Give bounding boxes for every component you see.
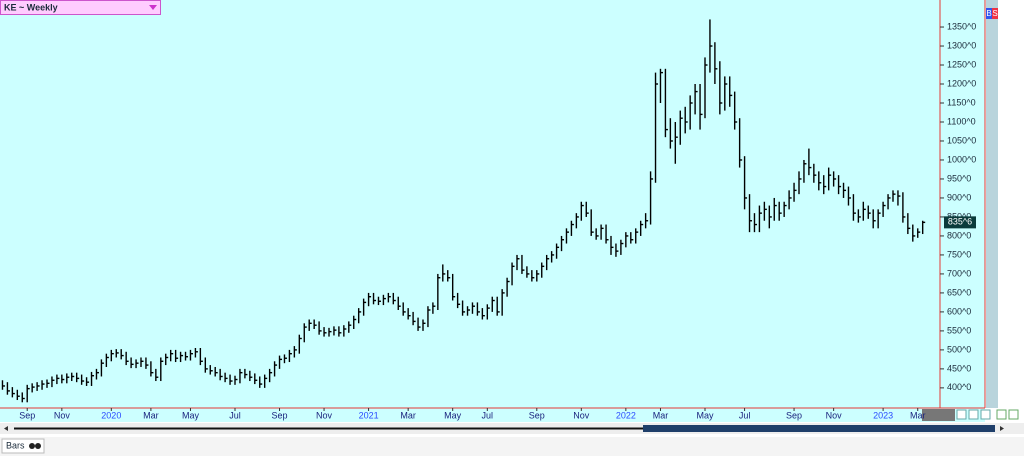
x-tick-label: Sep (786, 410, 802, 420)
x-tick-label: Nov (573, 410, 590, 420)
y-tick-label: 1050^0 (947, 135, 976, 145)
y-tick-label: 950^0 (947, 173, 971, 183)
y-tick-label: 1350^0 (947, 21, 976, 31)
x-tick-label: 2021 (359, 410, 379, 420)
tool-button[interactable] (956, 409, 967, 420)
buy-button[interactable] (986, 8, 992, 19)
plot-bg (0, 0, 985, 422)
scroll-thumb[interactable] (643, 425, 995, 432)
side-strip (986, 0, 998, 408)
last-price-label: 835^6 (948, 217, 972, 227)
y-tick-label: 1000^0 (947, 154, 976, 164)
y-tick-label: 450^0 (947, 363, 971, 373)
buy-label: B (986, 9, 991, 18)
sell-label: S (992, 9, 997, 18)
x-tick-label: Mar (910, 410, 926, 420)
chart-title: KE ~ Weekly (4, 2, 58, 12)
dropdown-arrow[interactable] (149, 5, 157, 10)
y-tick-label: 650^0 (947, 287, 971, 297)
tab-bar (0, 437, 1024, 456)
x-tick-label: Sep (272, 410, 288, 420)
tab-label: Bars (6, 440, 25, 450)
y-tick-label: 750^0 (947, 249, 971, 259)
toolbar (956, 409, 1019, 420)
y-tick-label: 1300^0 (947, 40, 976, 50)
y-tick-label: 1250^0 (947, 59, 976, 69)
x-tick-label: Sep (19, 410, 35, 420)
x-tick-label: Mar (400, 410, 416, 420)
x-tick-label: 2022 (616, 410, 636, 420)
y-tick-label: 550^0 (947, 325, 971, 335)
tool-button[interactable] (968, 409, 979, 420)
x-tick-label: Mar (653, 410, 669, 420)
last-price-box (944, 216, 976, 229)
y-tick-label: 850^0 (947, 211, 971, 221)
x-tick-label: Jul (482, 410, 494, 420)
tab-icon (29, 443, 35, 449)
x-tick-label: Jul (739, 410, 751, 420)
y-tick-label: 800^0 (947, 230, 971, 240)
x-tick-label: Nov (316, 410, 333, 420)
corner-box (922, 409, 955, 421)
tool-button[interactable] (1008, 409, 1019, 420)
x-tick-label: May (444, 410, 462, 420)
tool-button[interactable] (980, 409, 991, 420)
scroll-right[interactable] (1000, 426, 1004, 431)
x-tick-label: May (182, 410, 200, 420)
x-tick-label: Mar (143, 410, 159, 420)
y-tick-label: 1150^0 (947, 97, 976, 107)
y-tick-label: 1200^0 (947, 78, 976, 88)
sell-button[interactable] (992, 8, 998, 19)
scroll-left[interactable] (4, 426, 8, 431)
y-tick-label: 500^0 (947, 344, 971, 354)
tool-button[interactable] (996, 409, 1007, 420)
y-tick-label: 900^0 (947, 192, 971, 202)
bars-tab[interactable] (1, 438, 45, 454)
x-tick-label: May (696, 410, 714, 420)
y-tick-label: 600^0 (947, 306, 971, 316)
tab-icon (35, 443, 41, 449)
x-tick-label: 2020 (101, 410, 121, 420)
symbol-box[interactable] (0, 0, 161, 15)
x-tick-label: Nov (54, 410, 71, 420)
x-tick-label: Jul (229, 410, 241, 420)
y-tick-label: 700^0 (947, 268, 971, 278)
x-tick-label: 2023 (873, 410, 893, 420)
x-tick-label: Sep (529, 410, 545, 420)
y-tick-label: 1100^0 (947, 116, 976, 126)
x-tick-label: Nov (826, 410, 843, 420)
y-tick-label: 400^0 (947, 382, 971, 392)
